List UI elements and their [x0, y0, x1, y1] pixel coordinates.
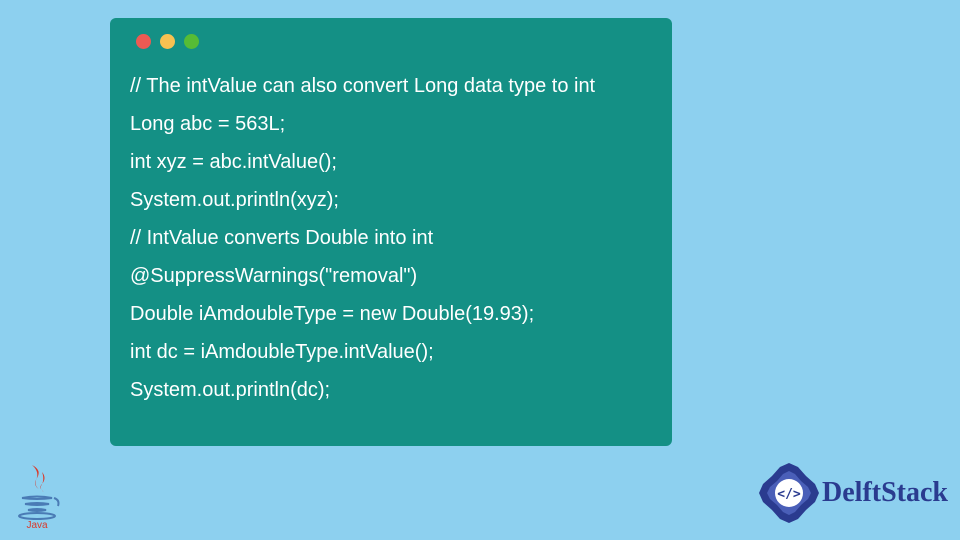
java-logo: Java: [12, 460, 62, 530]
window-controls: [136, 34, 652, 49]
delftstack-logo: </> DelftStack: [754, 458, 948, 528]
code-block: // The intValue can also convert Long da…: [130, 67, 652, 409]
delftstack-text: DelftStack: [822, 477, 948, 509]
delftstack-icon: </>: [754, 458, 824, 528]
maximize-icon[interactable]: [184, 34, 199, 49]
minimize-icon[interactable]: [160, 34, 175, 49]
code-window: // The intValue can also convert Long da…: [110, 18, 672, 446]
svg-text:</>: </>: [777, 487, 801, 502]
java-text: Java: [26, 520, 48, 530]
close-icon[interactable]: [136, 34, 151, 49]
